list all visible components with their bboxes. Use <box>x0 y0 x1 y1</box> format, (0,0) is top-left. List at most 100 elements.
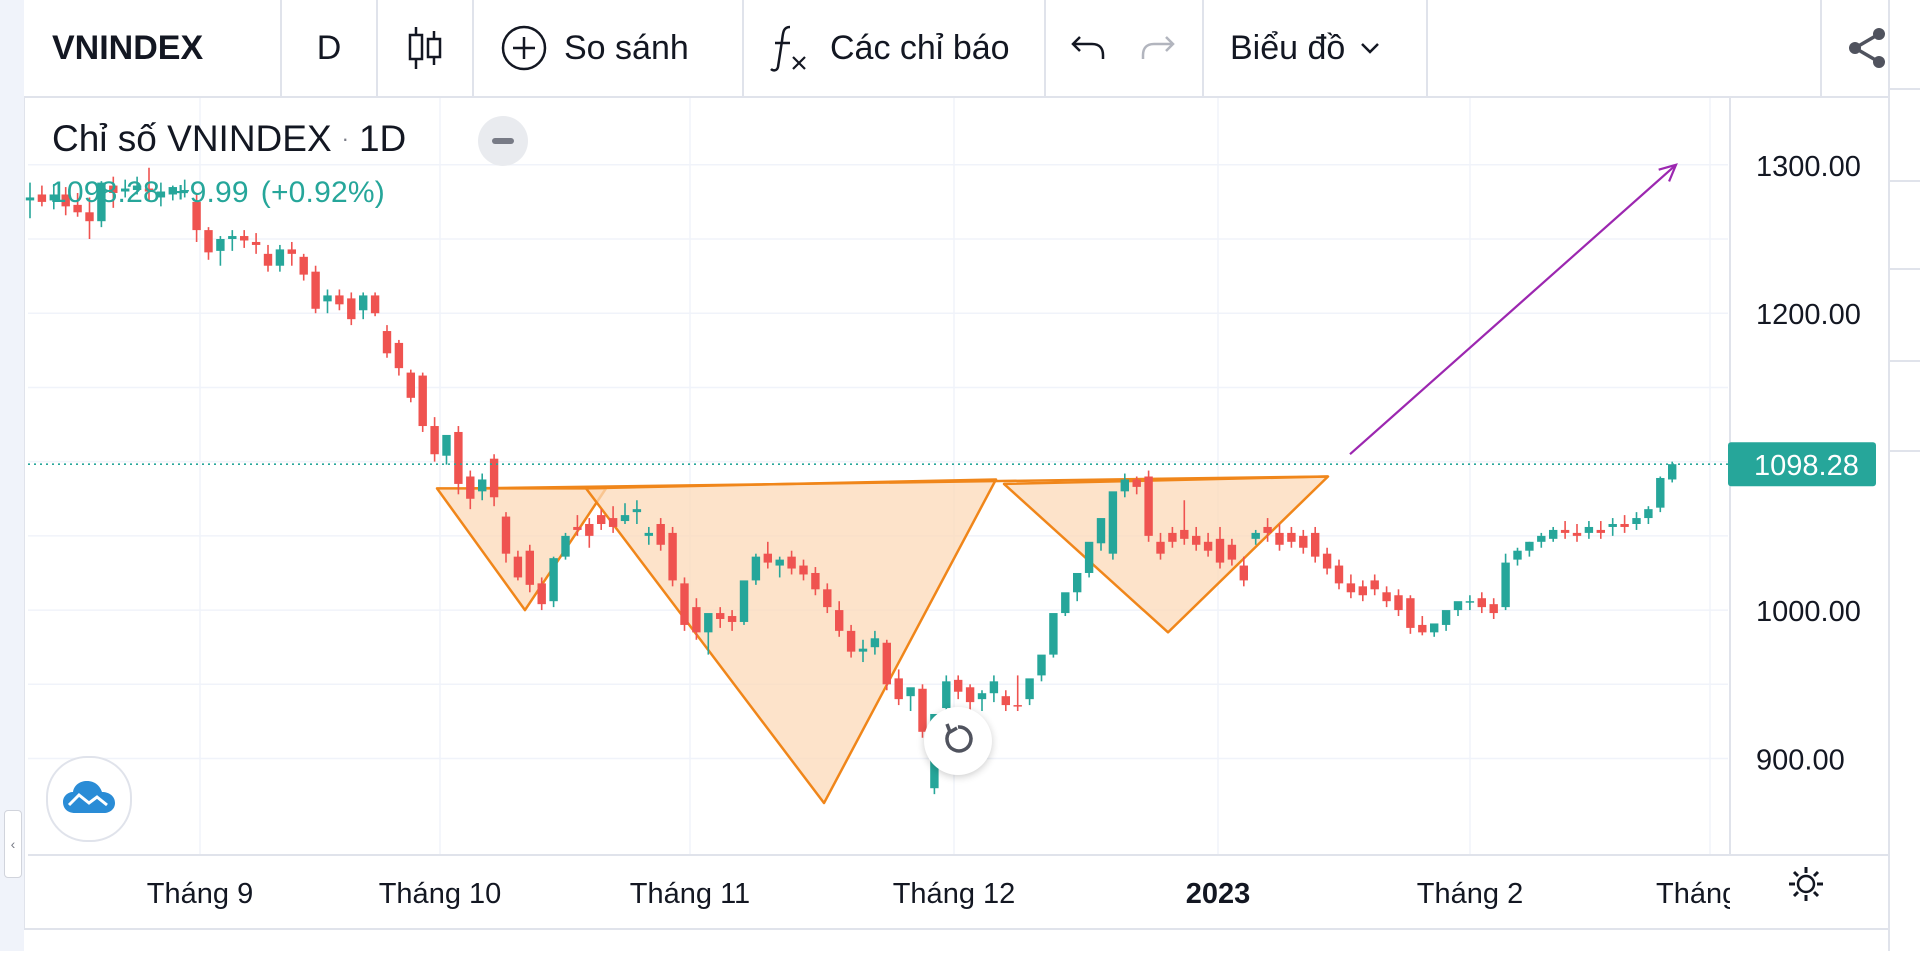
candle <box>311 265 320 314</box>
candle-body <box>1358 586 1367 596</box>
candle <box>644 526 653 545</box>
candle <box>1132 476 1141 495</box>
candle-body <box>347 298 356 320</box>
candle-body <box>192 201 201 231</box>
compare-button[interactable]: So sánh <box>474 0 744 96</box>
redo-icon[interactable] <box>1140 33 1176 63</box>
collapse-legend-button[interactable] <box>478 116 528 166</box>
candle <box>1311 526 1320 563</box>
candle <box>1203 532 1213 557</box>
candle-body <box>1620 523 1629 527</box>
candle-body <box>1049 613 1058 655</box>
chart-style-button[interactable] <box>378 0 474 96</box>
candle <box>1549 526 1558 542</box>
candle-body <box>1227 544 1237 560</box>
candle-body <box>501 516 511 554</box>
candle <box>61 187 70 216</box>
candle-body <box>311 271 320 309</box>
candle-body <box>1061 592 1070 614</box>
share-icon <box>1845 26 1889 70</box>
candle <box>811 567 820 596</box>
interval-label: D <box>316 28 342 67</box>
gear-icon <box>1787 865 1825 908</box>
candle-body <box>489 458 499 498</box>
panel-divider <box>1888 88 1920 90</box>
legend-title: Chỉ số VNINDEX <box>52 118 332 159</box>
candle <box>585 518 594 548</box>
candle <box>430 417 439 462</box>
bottom-bar <box>24 928 1888 953</box>
candle <box>1037 654 1046 682</box>
candle-body <box>513 556 523 578</box>
candle-body <box>228 236 237 240</box>
expand-toolbar-handle[interactable]: ‹ <box>4 810 22 878</box>
candle <box>132 176 142 195</box>
share-button[interactable] <box>1820 0 1912 96</box>
price-tick-label: 1200.00 <box>1756 299 1861 331</box>
candle <box>454 426 463 495</box>
candle <box>1156 532 1165 560</box>
candle-body <box>85 212 94 222</box>
candle-body <box>1441 610 1451 625</box>
candle <box>1358 580 1367 602</box>
candle-body <box>704 613 713 633</box>
candle <box>287 241 296 266</box>
candle <box>727 610 737 631</box>
candle <box>1453 601 1463 617</box>
price-tick-label: 1000.00 <box>1756 596 1861 628</box>
candle <box>620 503 630 524</box>
candle <box>216 236 225 266</box>
candle-body <box>1489 604 1498 614</box>
candle-body <box>1596 529 1605 533</box>
candle-body <box>965 687 975 703</box>
interval-button[interactable]: D <box>282 0 378 96</box>
candle-body <box>787 556 796 569</box>
candle-body <box>1394 595 1403 611</box>
reset-chart-button[interactable] <box>924 707 992 775</box>
candle <box>1644 506 1653 524</box>
candle-body <box>478 479 487 492</box>
candle <box>1263 518 1272 542</box>
candle-body <box>97 182 106 222</box>
candle <box>251 233 261 254</box>
candle <box>394 339 404 376</box>
candle <box>501 512 511 563</box>
candle-body <box>1322 553 1332 569</box>
candle <box>513 550 523 581</box>
candle-body <box>573 526 582 530</box>
chart-settings-button[interactable] <box>1786 866 1826 906</box>
candle-body <box>1644 509 1653 519</box>
symbol-search-button[interactable]: VNINDEX <box>24 0 282 96</box>
legend-change: +9.99 <box>171 176 249 209</box>
panel-divider <box>1888 268 1920 270</box>
candle-body <box>1382 592 1391 602</box>
candle-body <box>1430 623 1439 633</box>
candle <box>1192 526 1201 551</box>
candle <box>977 690 987 712</box>
indicators-button[interactable]: Các chỉ báo <box>744 0 1046 96</box>
chart-menu-button[interactable]: Biểu đồ <box>1204 0 1428 96</box>
candle-body <box>918 688 927 732</box>
candle-body <box>394 342 404 369</box>
panel-divider <box>1888 450 1920 452</box>
time-tick-label: 2023 <box>1186 878 1251 910</box>
candle <box>704 613 713 655</box>
candle <box>918 684 927 738</box>
candle <box>1239 556 1248 587</box>
candle-body <box>632 509 642 513</box>
candle <box>1049 613 1058 658</box>
undo-icon[interactable] <box>1070 33 1106 63</box>
candle-body <box>1549 529 1558 539</box>
candle-body <box>1156 541 1165 554</box>
candle <box>846 624 856 658</box>
candle-body <box>1299 535 1308 548</box>
candle <box>1073 572 1082 602</box>
candle-body <box>1346 583 1356 593</box>
candle-body <box>299 256 308 275</box>
tradingview-logo[interactable] <box>46 756 132 842</box>
legend-interval: 1D <box>358 118 407 159</box>
right-shoulder-triangle <box>1002 475 1330 634</box>
chart-menu-label: Biểu đồ <box>1230 28 1346 67</box>
candle-body <box>1215 538 1225 563</box>
